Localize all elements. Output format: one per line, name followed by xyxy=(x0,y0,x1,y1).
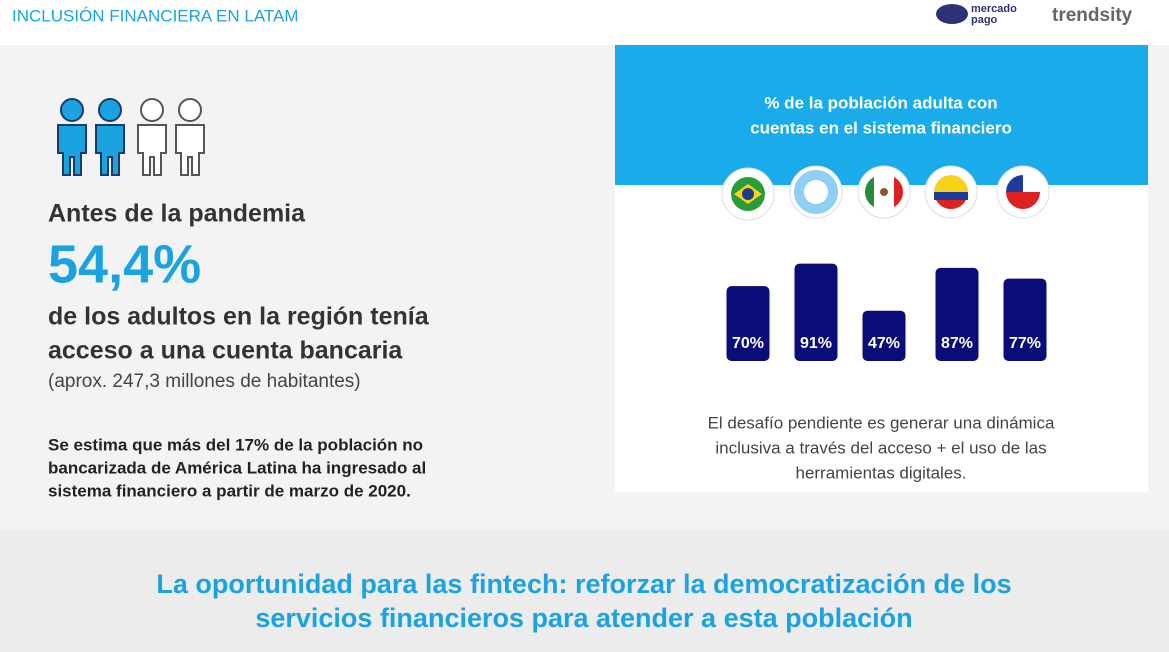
header-title: INCLUSIÓN FINANCIERA EN LATAM xyxy=(12,6,299,25)
bar-label: 87% xyxy=(941,335,973,352)
card-header xyxy=(615,45,1148,185)
text: de los adultos en la región tenía xyxy=(48,303,430,331)
bar-label: 70% xyxy=(732,335,764,352)
bar-label: 77% xyxy=(1009,335,1041,352)
flags xyxy=(721,165,1050,221)
paragraph: Se estima que más del 17% de la població… xyxy=(48,435,423,454)
bar xyxy=(935,267,979,361)
paragraph: bancarizada de América Latina ha ingresa… xyxy=(48,458,426,477)
people-icons xyxy=(57,98,205,176)
bar-label: 91% xyxy=(800,335,832,352)
bar xyxy=(794,263,838,361)
caption: herramientas digitales. xyxy=(795,463,966,482)
caption: El desafío pendiente es generar una diná… xyxy=(708,413,1055,432)
paragraph: sistema financiero a partir de marzo de … xyxy=(48,481,411,500)
footer-text: servicios financieros para atender a est… xyxy=(255,603,912,633)
bar-label: 47% xyxy=(868,335,900,352)
logo-icon xyxy=(936,4,968,24)
logo-text: trendsity xyxy=(1052,5,1133,26)
logo-text: mercado xyxy=(971,3,1017,15)
header-bar xyxy=(0,0,1169,45)
bar xyxy=(726,286,770,361)
chart-title: % de la población adulta con xyxy=(764,93,997,112)
footer-text: La oportunidad para las fintech: reforza… xyxy=(156,569,1011,599)
lead: Antes de la pandemia xyxy=(48,200,306,228)
bar xyxy=(862,310,906,361)
footer-bar xyxy=(0,530,1169,652)
caption: inclusiva a través del acceso + el uso d… xyxy=(715,438,1046,457)
logo-text: pago xyxy=(971,14,998,26)
note: (aprox. 247,3 millones de habitantes) xyxy=(48,371,361,392)
stat: 54,4% xyxy=(48,234,201,294)
bar xyxy=(1003,278,1047,361)
text: acceso a una cuenta bancaria xyxy=(48,337,403,365)
chart-title: cuentas en el sistema financiero xyxy=(750,118,1012,137)
